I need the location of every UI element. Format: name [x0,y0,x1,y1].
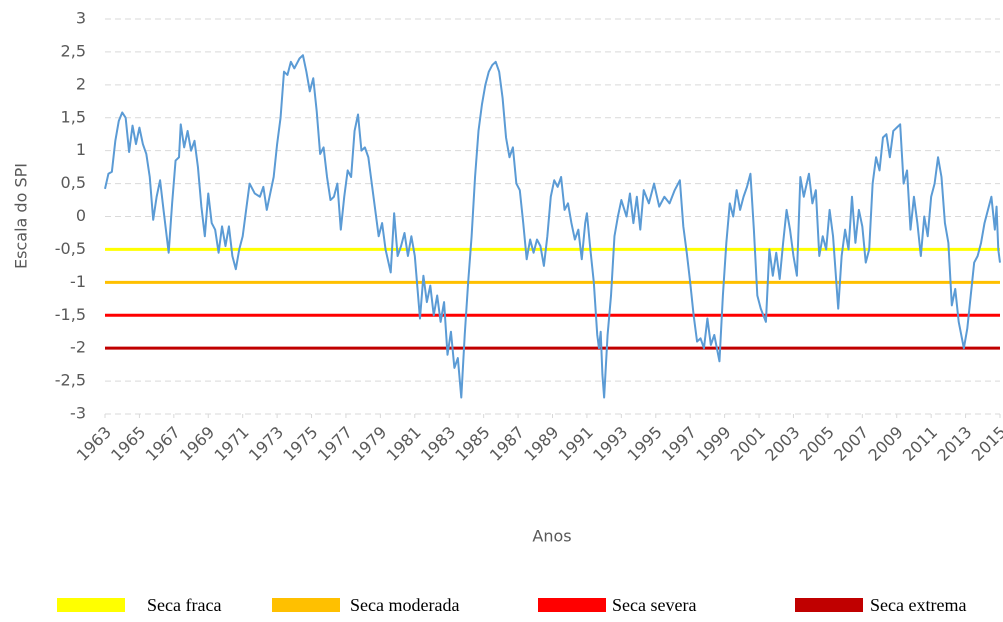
legend-label: Seca moderada [350,595,459,615]
x-axis-title: Anos [532,527,571,546]
legend-label: Seca severa [612,595,696,615]
y-tick-label: 2,5 [61,41,86,60]
legend-swatch [57,598,125,612]
y-tick-label: -3 [70,404,86,423]
y-tick-label: 0 [76,206,86,225]
y-tick-label: 2 [76,74,86,93]
legend-swatch [538,598,606,612]
y-tick-label: 3 [76,9,86,28]
y-tick-label: -1 [70,272,86,291]
y-tick-label: 1,5 [61,107,86,126]
y-tick-label: -2 [70,338,86,357]
y-tick-label: -1,5 [55,305,86,324]
legend-label: Seca fraca [147,595,221,615]
y-tick-label: 0,5 [61,173,86,192]
legend-label: Seca extrema [870,595,966,615]
y-tick-label: 1 [76,140,86,159]
data-line [104,54,1001,399]
y-axis-title: Escala do SPI [12,163,31,269]
legend-swatch [795,598,863,612]
legend-swatch [272,598,340,612]
y-tick-label: -0,5 [55,239,86,258]
y-tick-label: -2,5 [55,371,86,390]
